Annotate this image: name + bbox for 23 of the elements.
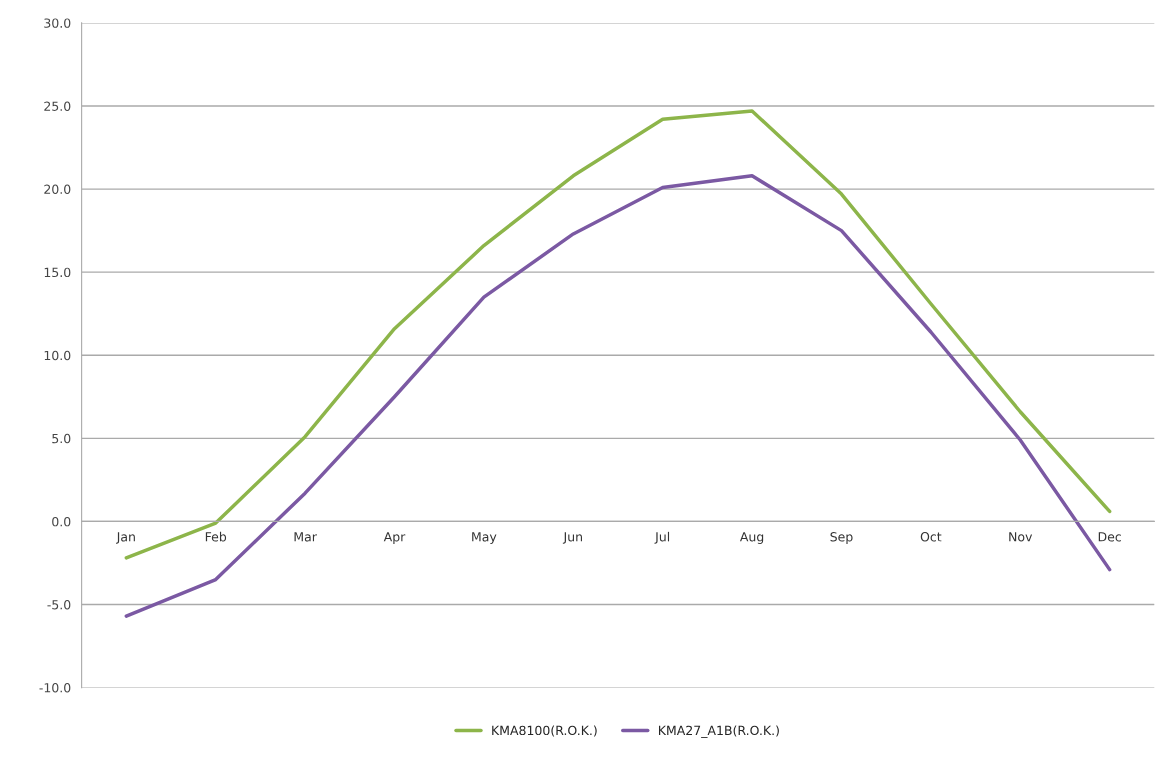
x-tick-label: Aug [739, 532, 764, 544]
x-tick-label: Dec [1098, 532, 1121, 542]
y-tick-label: 15.0 [44, 267, 71, 278]
x-tick-label: Mar [294, 532, 317, 542]
y-tick-label: 30.0 [44, 18, 71, 28]
y-tick-label: -10.0 [39, 683, 71, 693]
legend-label: KMA27_A1B(R.O.K.) [658, 725, 779, 738]
y-tick-label: 5.0 [52, 433, 71, 444]
y-tick-label: 25.0 [44, 101, 71, 111]
y-tick-label: 20.0 [44, 184, 71, 195]
x-tick-label: Jul [654, 531, 670, 544]
x-tick-label: Apr [383, 532, 406, 544]
x-tick-label: Feb [205, 531, 227, 542]
x-tick-label: Nov [1009, 532, 1033, 542]
x-tick-label: Oct [920, 532, 942, 542]
x-tick-label: May [472, 532, 497, 544]
x-tick-label: Jan [116, 532, 135, 544]
y-tick-label: 10.0 [44, 350, 71, 361]
x-tick-label: Jun [562, 532, 582, 544]
legend-label: KMA8100(R.O.K.) [492, 725, 597, 737]
x-tick-label: Sep [830, 532, 853, 544]
y-tick-label: 0.0 [52, 516, 71, 527]
y-tick-label: -5.0 [47, 599, 71, 610]
